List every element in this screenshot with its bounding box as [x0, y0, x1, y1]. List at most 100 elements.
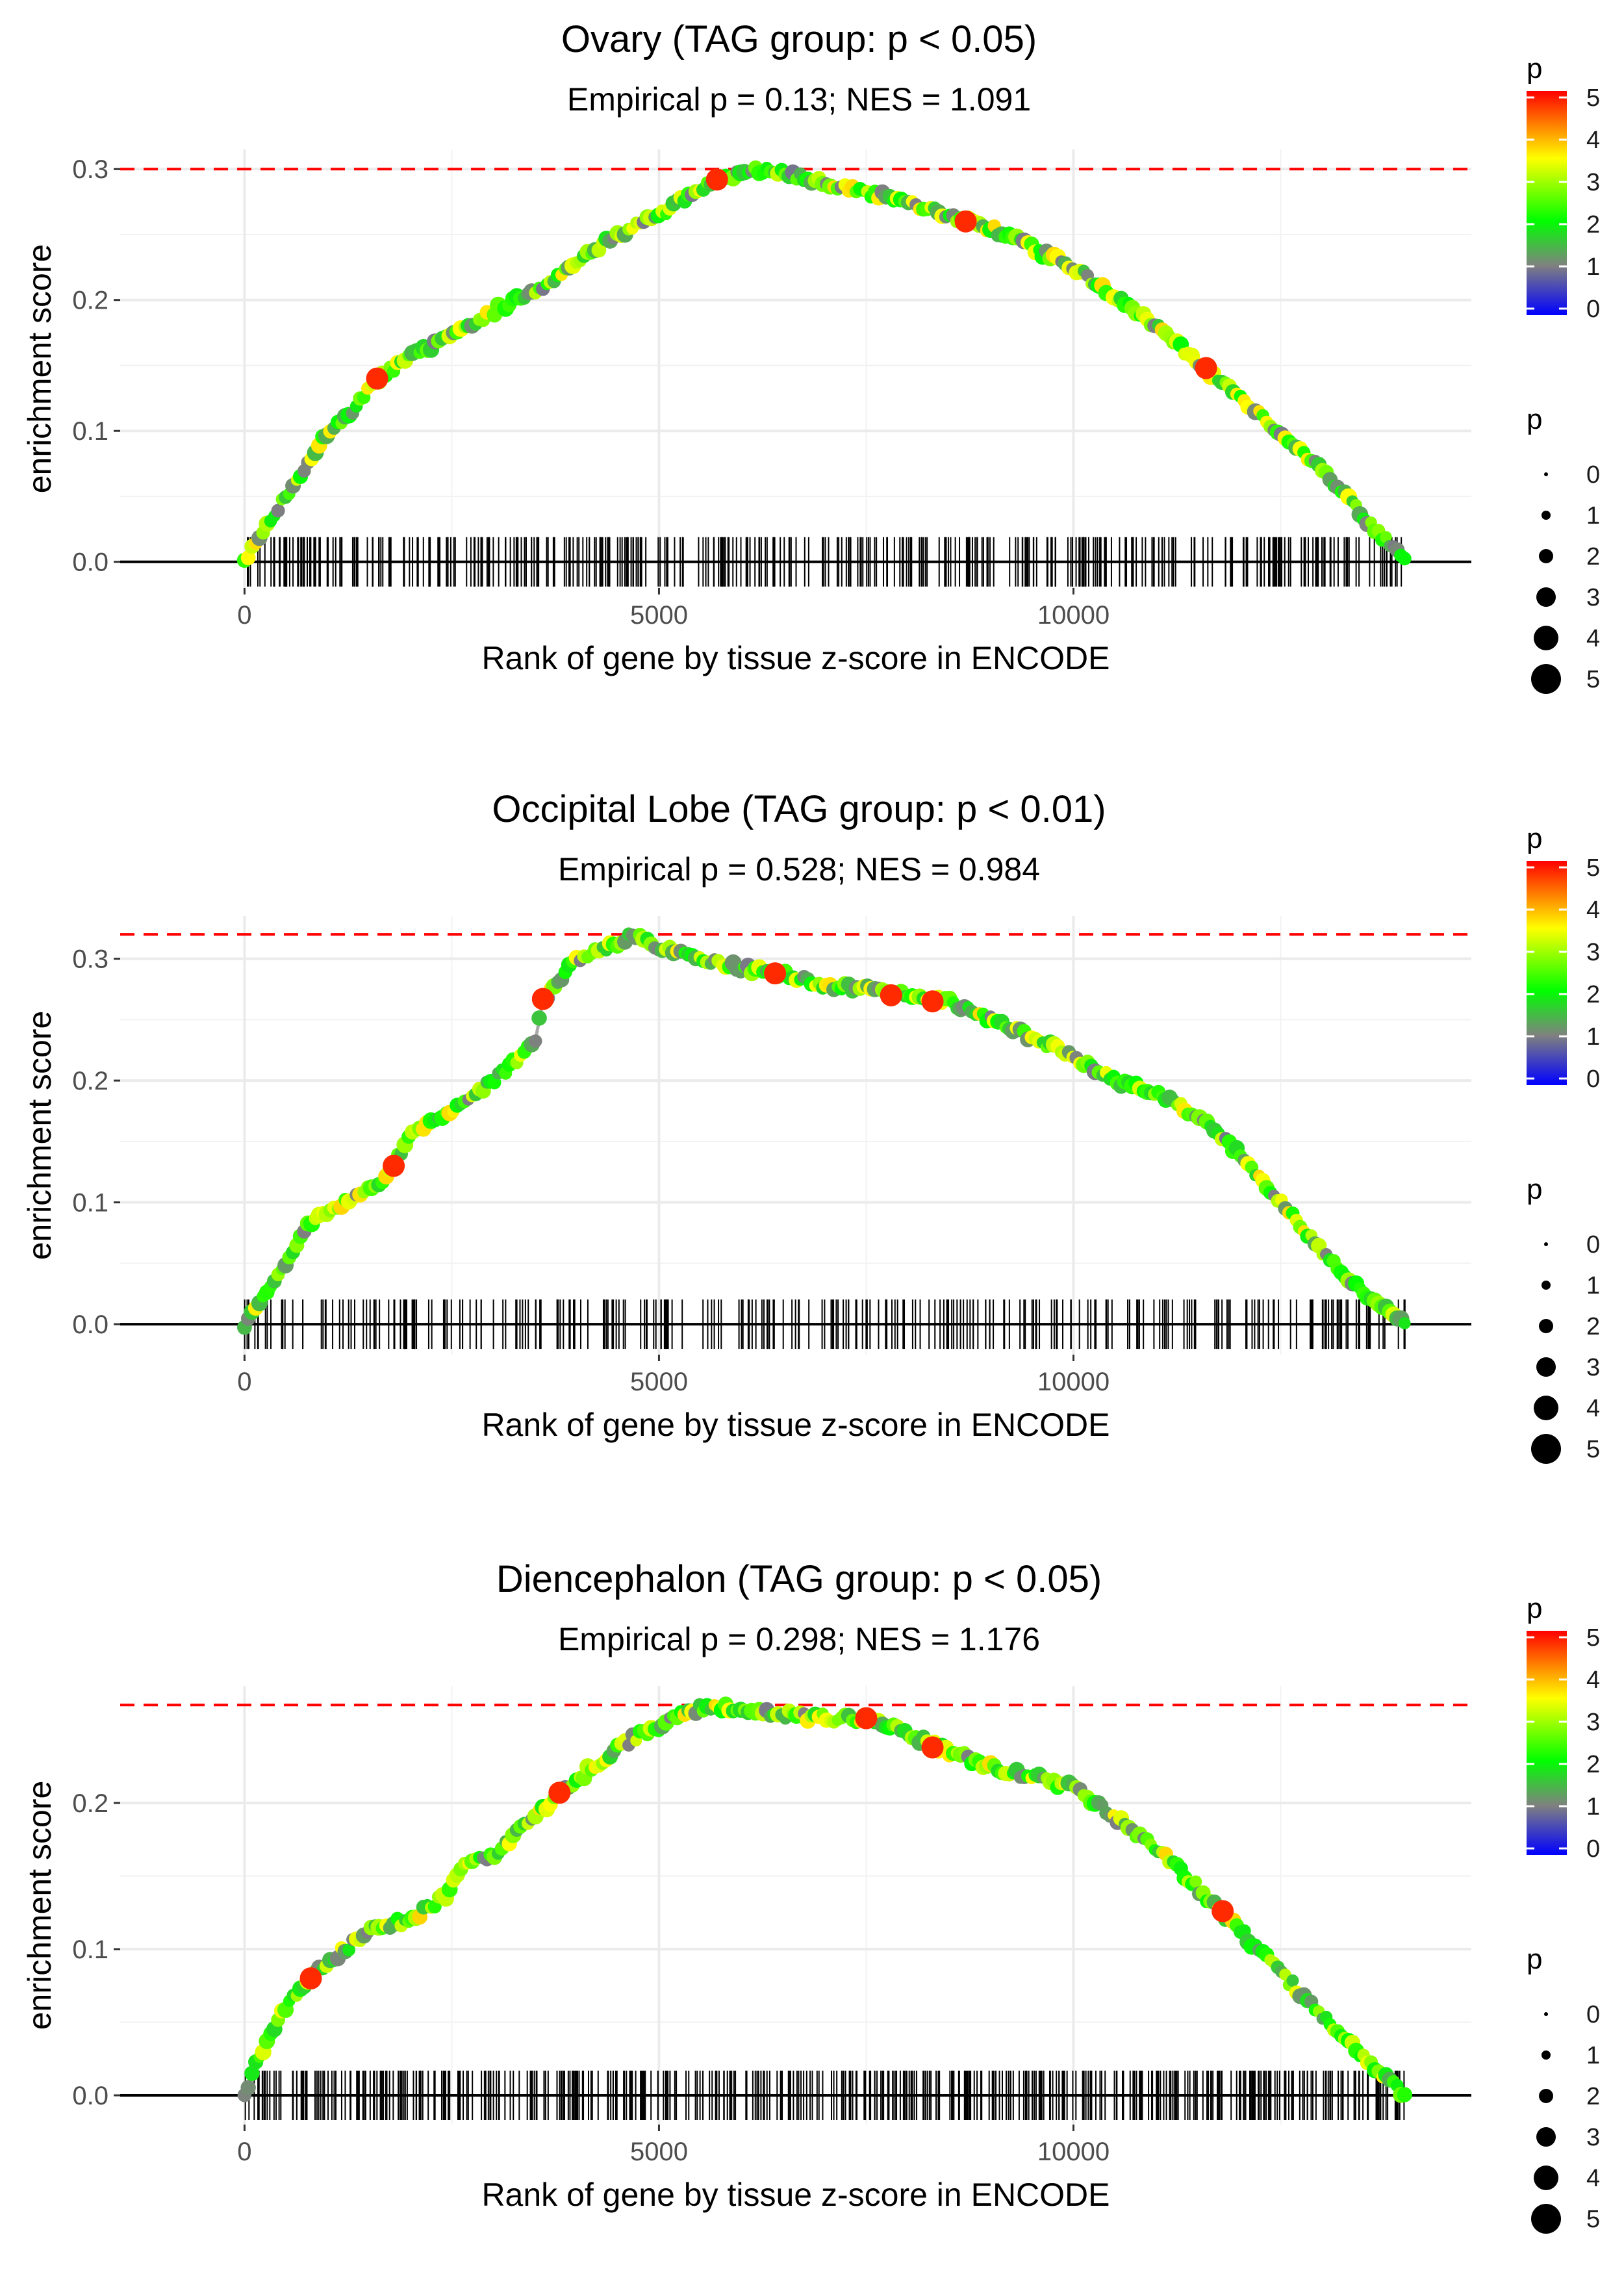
x-tick-label: 5000 [630, 2138, 688, 2166]
color-legend-label: 0 [1586, 1835, 1600, 1863]
legend-3: p 0 1 2 3 4 5 p 0 1 2 3 4 5 [1527, 1592, 1600, 2234]
panel-2: Occipital Lobe (TAG group: p < 0.01) Empi… [21, 788, 1600, 1464]
size-legend-label: 0 [1586, 1231, 1600, 1258]
x-tick-label: 10000 [1037, 2138, 1110, 2166]
size-legend-label: 5 [1586, 1436, 1600, 1463]
color-legend-label: 5 [1586, 1624, 1600, 1652]
size-legend-key [1531, 664, 1561, 694]
size-legend-label: 4 [1586, 2165, 1600, 2192]
x-tick-label: 10000 [1037, 601, 1110, 630]
gene-point [244, 2065, 260, 2081]
x-axis-title: Rank of gene by tissue z-score in ENCODE [481, 2177, 1110, 2213]
color-legend-title: p [1527, 1592, 1542, 1624]
color-legend-label: 2 [1586, 981, 1600, 1008]
y-tick-label: 0.1 [72, 417, 108, 446]
x-tick-label: 0 [237, 2138, 251, 2166]
y-tick-label: 0.0 [72, 2082, 108, 2110]
y-tick-label: 0.2 [72, 1789, 108, 1818]
highlighted-gene-point [705, 168, 728, 191]
y-tick-label: 0.2 [72, 1067, 108, 1095]
legend-2: p 0 1 2 3 4 5 p 0 1 2 3 4 5 [1527, 823, 1600, 1464]
color-gradient-bar [1527, 1631, 1567, 1855]
size-legend-key [1534, 2165, 1558, 2190]
highlighted-gene-point [299, 1967, 322, 1989]
y-tick-label: 0.1 [72, 1935, 108, 1964]
color-legend-label: 0 [1586, 296, 1600, 323]
highlighted-gene-point [921, 990, 944, 1013]
gene-point [1398, 1317, 1411, 1330]
panel-1: Ovary (TAG group: p < 0.05) Empirical p =… [21, 18, 1600, 694]
gene-point [1397, 2087, 1412, 2102]
panel-subtitle: Empirical p = 0.298; NES = 1.176 [558, 1621, 1040, 1657]
panel-title: Ovary (TAG group: p < 0.05) [561, 18, 1037, 60]
x-tick-label: 5000 [630, 1368, 688, 1396]
size-legend-label: 0 [1586, 2001, 1600, 2028]
highlighted-gene-point [855, 1707, 878, 1730]
x-axis-title: Rank of gene by tissue z-score in ENCODE [481, 1407, 1110, 1443]
size-legend-title: p [1527, 403, 1542, 435]
es-curve [243, 1703, 1406, 2097]
y-tick-label: 0.2 [72, 287, 108, 315]
color-legend-label: 3 [1586, 939, 1600, 966]
highlighted-gene-point [548, 1782, 571, 1804]
panel-3: Diencephalon (TAG group: p < 0.05) Empiri… [21, 1558, 1600, 2234]
size-legend-key [1539, 2089, 1553, 2103]
gene-point [1189, 1875, 1202, 1888]
color-legend-label: 3 [1586, 1709, 1600, 1736]
y-tick-label: 0.0 [72, 548, 108, 577]
color-gradient-bar [1527, 861, 1567, 1085]
size-legend-title: p [1527, 1173, 1542, 1205]
color-legend-label: 2 [1586, 211, 1600, 238]
size-legend-key [1542, 2050, 1551, 2060]
color-legend-label: 0 [1586, 1066, 1600, 1093]
size-legend-label: 5 [1586, 666, 1600, 693]
legend-1: p 0 1 2 3 4 5 p 0 1 2 3 4 5 [1527, 53, 1600, 694]
size-legend-label: 4 [1586, 1395, 1600, 1422]
color-gradient-bar [1527, 91, 1567, 315]
y-tick-label: 0.3 [72, 945, 108, 974]
y-tick-label: 0.3 [72, 155, 108, 184]
size-legend-label: 2 [1586, 543, 1600, 570]
gene-point [531, 1010, 547, 1026]
size-legend-key [1536, 2127, 1556, 2147]
color-legend-label: 5 [1586, 84, 1600, 112]
size-legend-key [1544, 1242, 1548, 1246]
es-points [237, 1696, 1412, 2103]
size-legend-key [1531, 1434, 1561, 1464]
gene-point [1397, 552, 1412, 566]
color-legend-label: 1 [1586, 253, 1600, 281]
size-legend-label: 3 [1586, 1354, 1600, 1381]
size-legend-label: 3 [1586, 584, 1600, 611]
size-legend-key [1542, 511, 1551, 520]
size-legend-key [1536, 587, 1556, 607]
panel-title: Diencephalon (TAG group: p < 0.05) [496, 1558, 1102, 1600]
x-tick-label: 10000 [1037, 1368, 1110, 1396]
size-legend-label: 4 [1586, 625, 1600, 652]
x-tick-label: 5000 [630, 601, 688, 630]
size-legend-key [1539, 1319, 1553, 1333]
es-points [236, 927, 1411, 1335]
size-legend-key [1544, 472, 1548, 476]
highlighted-gene-point [1212, 1900, 1234, 1923]
highlighted-gene-point [366, 367, 388, 390]
gene-point [240, 550, 256, 565]
highlighted-gene-point [880, 984, 902, 1006]
color-legend-label: 1 [1586, 1023, 1600, 1051]
size-legend-label: 5 [1586, 2206, 1600, 2233]
size-legend-label: 1 [1586, 502, 1600, 530]
es-points [236, 160, 1412, 568]
highlighted-gene-point [531, 988, 554, 1010]
size-legend-label: 2 [1586, 2083, 1600, 2110]
size-legend-label: 1 [1586, 2042, 1600, 2069]
y-axis-title: enrichment score [21, 244, 58, 494]
color-legend-title: p [1527, 53, 1542, 84]
gene-point [1286, 1974, 1299, 1987]
color-legend-label: 4 [1586, 897, 1600, 924]
color-legend-label: 2 [1586, 1751, 1600, 1778]
highlighted-gene-point [1195, 357, 1217, 379]
y-tick-label: 0.0 [72, 1310, 108, 1339]
size-legend-label: 1 [1586, 1272, 1600, 1299]
y-axis-title: enrichment score [21, 1011, 58, 1260]
size-legend-label: 0 [1586, 461, 1600, 489]
